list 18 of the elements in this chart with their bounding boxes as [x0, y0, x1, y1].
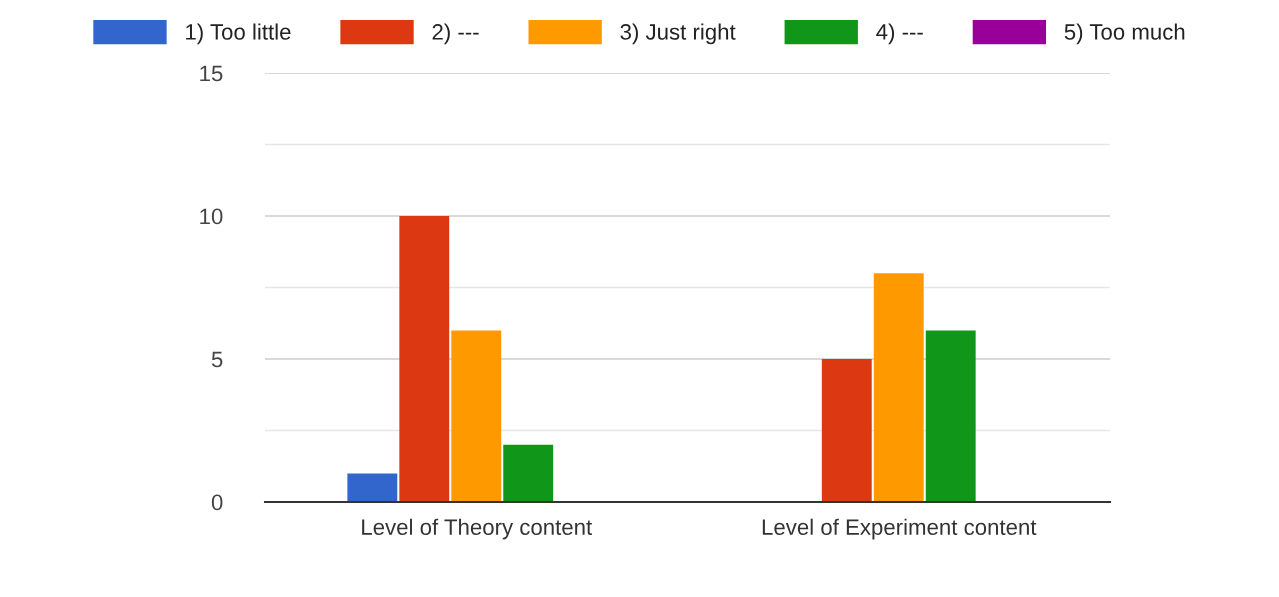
y-tick-label: 0 — [211, 494, 223, 511]
x-tick-label: Level of Theory content — [362, 518, 593, 540]
x-tick-label: Level of Experiment content — [762, 518, 1037, 540]
bar — [451, 330, 502, 502]
bar — [347, 473, 398, 502]
legend-label: 4) --- — [876, 23, 923, 45]
y-tick-label: 5 — [211, 351, 223, 368]
y-tick-label: 15 — [200, 65, 223, 82]
bar — [821, 359, 872, 502]
legend-label: 5) Too much — [1064, 23, 1185, 45]
y-tick-label: 10 — [200, 208, 223, 225]
legend-label: 3) Just right — [620, 23, 736, 45]
bar — [503, 444, 554, 502]
legend-label: 1) Too little — [186, 23, 291, 45]
legend-label: 2) --- — [432, 23, 479, 45]
bar — [399, 216, 450, 502]
bar — [925, 330, 976, 502]
bar — [873, 273, 924, 502]
